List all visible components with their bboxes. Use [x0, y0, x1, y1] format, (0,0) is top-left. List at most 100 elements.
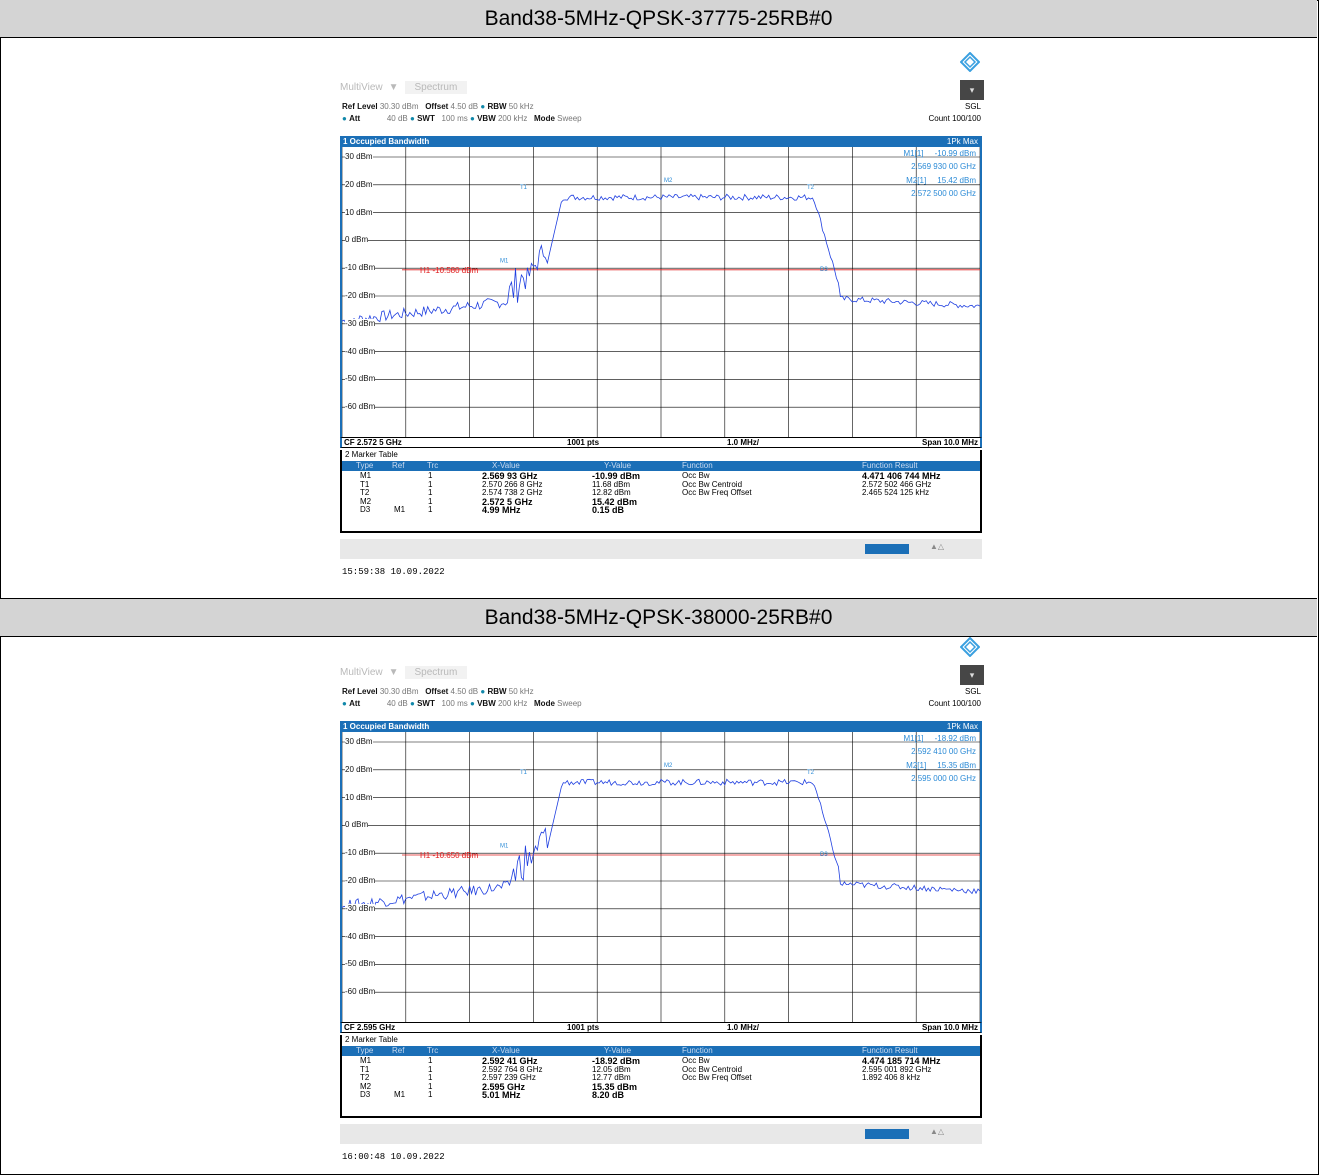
table-cell: 2.592 764 8 GHz — [482, 1064, 543, 1074]
points-count: 1001 pts — [567, 438, 600, 447]
span: Span 10.0 MHz — [921, 438, 978, 447]
table-cell: Occ Bw Centroid — [682, 1064, 743, 1074]
analyzer-screenshot: MultiView ▼ Spectrum ▾ Ref Level 30.30 dBm O… — [340, 637, 986, 1175]
x-axis-info: CF 2.572 5 GHz 1001 pts 1.0 MHz/Span 10.0 … — [340, 437, 982, 448]
table-row: M2 1 2.572 5 GHz 15.42 dBm — [342, 496, 980, 507]
marker-label-icon: D3 — [820, 267, 828, 273]
y-axis-label: 20 dBm — [345, 179, 373, 189]
table-cell: Occ Bw Centroid — [682, 479, 743, 489]
graph-title-bar: 1 Occupied Bandwidth 1Pk Max — [340, 136, 982, 147]
tab-spectrum[interactable]: Spectrum — [404, 666, 468, 679]
table-cell: 1 — [428, 1073, 433, 1083]
column-header: X-Value — [492, 1046, 520, 1055]
tab-bar: MultiView ▼ Spectrum — [340, 81, 473, 98]
y-axis-label: -10 dBm — [345, 263, 376, 273]
y-axis-label: -40 dBm — [345, 931, 376, 941]
column-header: Ref — [392, 461, 405, 470]
table-cell: T2 — [360, 1073, 370, 1083]
table-row: M1 1 2.592 41 GHz -18.92 dBm Occ Bw 4.474 185… — [342, 1056, 980, 1066]
rohde-schwarz-logo-icon — [960, 52, 980, 72]
trace-label: 1Pk Max — [946, 137, 978, 146]
table-row: D3 M1 1 5.01 MHz 8.20 dB — [342, 1091, 980, 1100]
table-cell: 2.597 239 GHz — [482, 1073, 536, 1083]
table-cell: M2 — [360, 496, 372, 506]
column-header: X-Value — [492, 461, 520, 470]
tab-multiview[interactable]: MultiView — [340, 667, 383, 678]
sgl-label: SGL — [964, 687, 981, 696]
y-axis-label: -40 dBm — [345, 346, 376, 356]
table-cell: 2.569 93 GHz — [482, 471, 538, 481]
table-cell: 2.592 41 GHz — [482, 1056, 538, 1066]
y-axis-label: -10 dBm — [345, 848, 376, 858]
table-cell: 15.35 dBm — [592, 1081, 638, 1092]
column-header: Y-Value — [604, 461, 632, 470]
tab-multiview[interactable]: MultiView — [340, 82, 383, 93]
table-cell: 1 — [428, 1081, 433, 1091]
analyzer-screenshot: MultiView ▼ Spectrum ▾ Ref Level 30.30 dBm O… — [340, 52, 986, 590]
x-axis-info: CF 2.595 GHz 1001 pts 1.0 MHz/Span 10.0 MH… — [340, 1022, 982, 1033]
column-header: Function Result — [862, 461, 918, 470]
m2-freq-readout: 2.572 500 00 GHz — [911, 189, 976, 198]
table-cell: 2.574 738 2 GHz — [482, 488, 543, 498]
menu-button[interactable]: ▾ — [960, 665, 984, 685]
table-cell: M1 — [360, 1056, 372, 1065]
table-cell: 2.595 001 892 GHz — [862, 1064, 932, 1074]
column-header: Ref — [392, 1046, 405, 1055]
marker-table-title: 2 Marker Table — [340, 450, 982, 461]
spectrum-trace — [342, 778, 980, 910]
center-frequency: CF 2.595 GHz — [344, 1023, 396, 1032]
m2-readout: M2[1] 15.35 dBm — [906, 761, 976, 770]
table-row: M2 1 2.595 GHz 15.35 dBm — [342, 1081, 980, 1092]
marker-table: Type Ref Trc X-Value Y-Value Function Function… — [340, 461, 982, 533]
progress-indicator — [865, 544, 909, 554]
y-axis-label: -20 dBm — [345, 876, 376, 885]
y-axis-label: -30 dBm — [345, 903, 376, 913]
m1-freq-readout: 2.592 410 00 GHz — [911, 747, 976, 756]
table-row: D3 M1 1 4.99 MHz 0.15 dB — [342, 506, 980, 515]
sweep-count: Count 100/100 — [928, 114, 982, 123]
tab-spectrum[interactable]: Spectrum — [404, 81, 468, 94]
m2-readout: M2[1] 15.42 dBm — [906, 176, 976, 185]
table-cell: 5.01 MHz — [482, 1090, 521, 1101]
table-cell: 12.77 dBm — [592, 1073, 631, 1083]
limit-line-label: H1 -10.580 dBm — [420, 266, 479, 275]
table-cell: 1.892 406 8 kHz — [862, 1073, 921, 1083]
panel-header: Band38-5MHz-QPSK-37775-25RB#0 — [0, 0, 1317, 38]
table-cell: 4.471 406 744 MHz — [862, 471, 941, 481]
marker-table-header: Type Ref Trc X-Value Y-Value Function Function… — [342, 461, 980, 471]
panel-header: Band38-5MHz-QPSK-38000-25RB#0 — [0, 598, 1317, 637]
chevron-down-icon[interactable]: ▼ — [388, 667, 399, 678]
column-header: Y-Value — [604, 1046, 632, 1055]
table-cell: -18.92 dBm — [592, 1056, 641, 1066]
spectrum-trace — [342, 193, 980, 325]
y-axis-label: 10 dBm — [345, 207, 373, 217]
column-header: Trc — [427, 461, 439, 470]
sgl-label: SGL — [964, 102, 981, 111]
table-cell: M1 — [394, 1090, 406, 1100]
table-cell: 12.82 dBm — [592, 488, 631, 498]
table-cell: 1 — [428, 1064, 433, 1074]
chevron-down-icon[interactable]: ▼ — [388, 82, 399, 93]
y-axis-label: 0 dBm — [345, 820, 369, 830]
table-cell: 1 — [428, 1090, 433, 1100]
marker-label-icon: T1 — [520, 185, 528, 191]
y-axis-label: 10 dBm — [345, 792, 373, 802]
table-cell: 1 — [428, 496, 433, 506]
y-axis-label: 30 dBm — [345, 152, 373, 161]
settings-row-2: ● Att 40 dB ● SWT 100 ms ● VBW 200 kHz M… — [342, 699, 582, 708]
marker-label-icon: M2 — [664, 763, 673, 769]
table-cell: 2.572 5 GHz — [482, 496, 533, 507]
column-header: Type — [356, 1046, 374, 1055]
table-cell: 15.42 dBm — [592, 496, 638, 507]
column-header: Trc — [427, 1046, 439, 1055]
m1-readout: M1[1] -18.92 dBm — [903, 734, 977, 743]
table-cell: D3 — [360, 505, 371, 515]
marker-label-icon: M1 — [500, 844, 509, 850]
marker-label-icon: M1 — [500, 259, 509, 265]
menu-button[interactable]: ▾ — [960, 80, 984, 100]
table-row: T1 1 2.570 266 8 GHz 11.68 dBm Occ Bw Centro… — [342, 479, 980, 490]
y-axis-label: 0 dBm — [345, 235, 369, 245]
sweep-count: Count 100/100 — [928, 699, 982, 708]
limit-line-label: H1 -10.650 dBm — [420, 851, 479, 860]
y-axis-label: -30 dBm — [345, 318, 376, 328]
